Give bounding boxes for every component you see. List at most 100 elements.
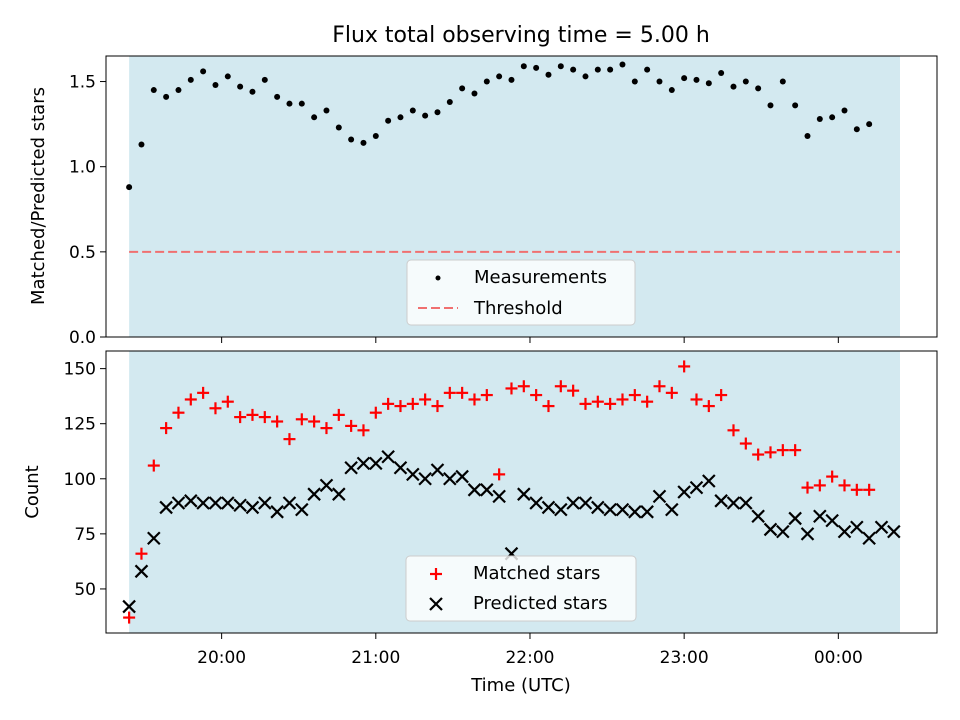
predicted-star-point [702,474,716,488]
predicted-star-point [393,460,408,475]
legend-dot-marker [435,275,441,281]
matched-star-point [530,389,543,402]
matched-star-point [221,395,234,408]
predicted-star-point [270,505,284,519]
predicted-star-point [554,502,568,517]
measurement-point [298,100,305,107]
matched-star-point [197,386,210,399]
matched-star-point [394,400,407,413]
xtick-label: 23:00 [660,648,709,668]
measurement-point [348,136,355,143]
measurement-point [730,83,737,90]
matched-star-point [813,479,826,492]
predicted-star-point [344,460,358,475]
measurement-point [533,64,540,71]
measurement-point [224,73,231,80]
predicted-star-point [122,599,136,614]
matched-star-point [579,397,592,410]
predicted-star-point [763,522,778,537]
predicted-star-point [184,494,198,508]
bottom-y-axis-label: Count [22,465,43,518]
matched-star-point [209,402,222,415]
legend-box [405,555,637,622]
matched-star-point [850,483,863,496]
predicted-star-point [406,467,420,482]
top-y-axis: 0.0 0.5 1.0 1.5 [69,73,106,348]
measurement-point [138,141,145,148]
measurement-point [755,85,762,92]
predicted-star-point [800,527,815,541]
predicted-star-point [418,472,432,486]
measurement-point [274,93,281,100]
measurement-point [693,76,700,83]
chart-title: Flux total observing time = 5.00 h [332,23,710,48]
matched-stars-points [123,360,876,624]
matched-star-point [160,422,173,435]
measurement-point [187,76,194,83]
bottom-ytick-label: 100 [64,470,96,490]
predicted-star-point [887,524,901,539]
predicted-star-point [788,511,802,526]
measurement-point [397,114,404,121]
matched-star-point [419,393,432,406]
legend-x-marker [429,597,443,611]
measurement-point [804,133,811,140]
measurement-point [446,98,453,105]
predicted-star-point [850,520,864,535]
legend-label: Measurements [474,267,607,288]
matched-star-point [665,386,678,399]
measurement-point [742,78,749,85]
measurement-point [656,78,663,85]
measurement-point [631,78,638,85]
predicted-star-point [665,502,679,517]
matched-star-point [184,393,197,406]
matched-star-point [147,459,160,472]
top-ytick-label: 0.0 [69,328,96,348]
xtick-label: 22:00 [505,648,554,668]
matched-star-point [653,380,666,393]
measurement-point [311,114,318,121]
predicted-star-point [369,456,383,471]
matched-star-point [702,400,715,413]
bottom-ytick-label: 75 [74,525,96,545]
top-ytick-label: 0.5 [69,243,96,263]
bottom-ytick-label: 125 [64,415,96,435]
matched-star-point [480,389,493,402]
xtick-label: 00:00 [814,648,863,668]
matched-star-point [456,386,469,399]
predicted-star-point [813,509,827,524]
predicted-star-point [862,531,876,546]
bottom-x-axis: 20:00 21:00 22:00 23:00 00:00 [197,633,863,668]
matched-star-point [838,479,851,492]
predicted-star-point [282,496,297,510]
matched-star-point [604,397,617,410]
measurement-point [200,68,207,75]
matched-star-point [493,468,506,481]
predicted-star-point [566,496,580,510]
measurement-point [607,66,614,73]
measurement-point [508,76,515,83]
measurement-point [163,93,170,100]
matched-star-point [715,389,728,402]
matched-star-point [863,483,876,496]
predicted-star-point [319,478,334,493]
predicted-star-point [640,505,654,519]
measurement-point [767,102,774,109]
measurement-point [853,126,860,133]
measurement-point [718,70,725,77]
matched-star-point [505,382,518,395]
matched-star-point [258,411,271,424]
measurement-point [816,116,823,123]
top-ytick-label: 1.0 [69,158,96,178]
matched-star-point [591,395,604,408]
predicted-star-point [591,500,605,515]
predicted-star-point [652,489,667,504]
measurement-point [681,75,688,82]
predicted-star-point [208,496,223,510]
predicted-star-point [529,496,543,510]
predicted-star-point [134,564,149,579]
xtick-label: 20:00 [197,648,246,668]
predicted-star-point [159,500,173,515]
measurement-point [829,114,836,121]
